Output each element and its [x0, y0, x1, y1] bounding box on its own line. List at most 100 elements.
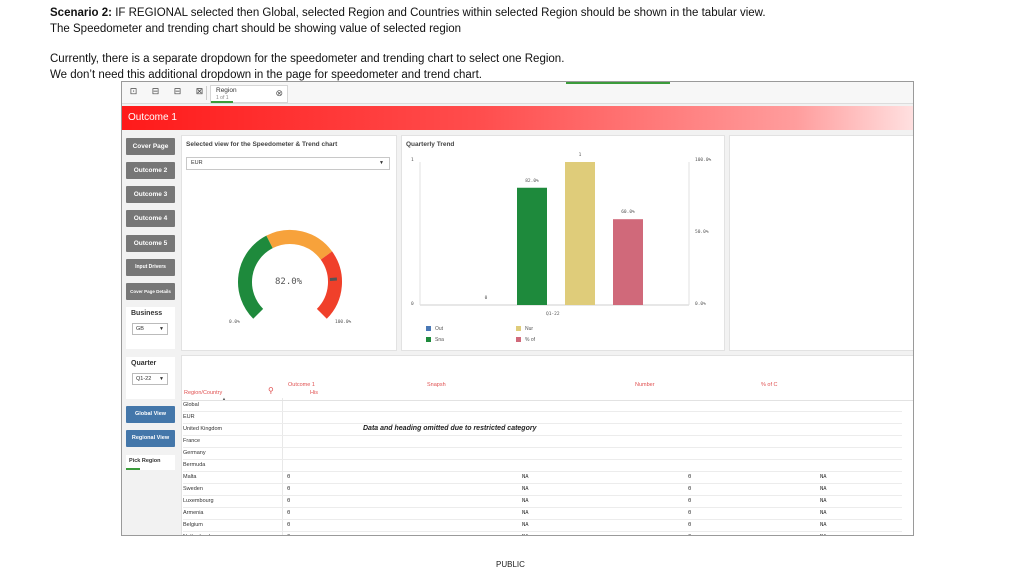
dashboard-screenshot: ⊡ ⊟ ⊟ ⊠ Region 1 of 1 ⊗ Outcome 1 Cover … [121, 81, 914, 536]
scenario-text: IF REGIONAL selected then Global, select… [112, 7, 766, 19]
selection-icon[interactable]: ⊡ [129, 87, 138, 97]
back-icon[interactable]: ⊟ [151, 87, 160, 97]
outcome3-button[interactable]: Outcome 3 [126, 186, 175, 203]
table-row[interactable]: Germany [183, 448, 902, 460]
outcome4-button[interactable]: Outcome 4 [126, 210, 175, 227]
row-region-name: Luxembourg [183, 498, 214, 504]
quarter-value: Q1-22 [136, 376, 152, 382]
business-value: GB [136, 326, 144, 332]
bar-nur[interactable] [565, 162, 595, 305]
legend-item-out[interactable]: Out [426, 326, 443, 332]
regional-view-button[interactable]: Regional View [126, 430, 175, 447]
close-icon[interactable]: ⊗ [275, 89, 283, 99]
quarter-dropdown[interactable]: Q1-22 ▼ [132, 373, 168, 385]
row-cell-v1: 0 [287, 522, 291, 528]
table-row[interactable]: Global [183, 400, 902, 412]
cover-page-details-button[interactable]: Cover Page Details [126, 283, 175, 300]
search-icon[interactable]: ⚲ [268, 386, 274, 395]
selection-toolbar: ⊡ ⊟ ⊟ ⊠ Region 1 of 1 ⊗ [122, 82, 913, 104]
quarterly-trend-panel: Quarterly Trend 1 0 100.0% 50.0% 0.0% Q1… [401, 135, 725, 351]
table-row[interactable]: Sweden 0 NA 0 NA [183, 484, 902, 496]
row-cell-v2: NA [522, 498, 529, 504]
view-region-dropdown[interactable]: EUR ▼ [186, 157, 390, 170]
row-region-name: EUR [183, 414, 195, 420]
global-view-button[interactable]: Global View [126, 406, 175, 423]
right-axis-top: 100.0% [695, 158, 712, 163]
table-row[interactable]: EUR [183, 412, 902, 424]
gauge-value: 82.0% [275, 277, 303, 287]
legend-item-nur[interactable]: Nur [516, 326, 533, 332]
chevron-down-icon: ▼ [159, 376, 164, 382]
region-country-table: Region/Country ⚲ ▲ Outcome 1 His Snapsh … [181, 355, 913, 535]
header-region-country[interactable]: Region/Country [184, 390, 223, 396]
quarter-filter: Quarter Q1-22 ▼ [126, 357, 175, 399]
quarterly-trend-chart [419, 162, 690, 306]
row-region-name: Germany [183, 450, 206, 456]
row-cell-v4: NA [820, 498, 827, 504]
row-cell-v2: NA [522, 486, 529, 492]
omitted-data-note: Data and heading omitted due to restrict… [363, 425, 537, 432]
outcome5-button[interactable]: Outcome 5 [126, 235, 175, 252]
region-selection-chip[interactable]: Region 1 of 1 ⊗ [210, 85, 288, 103]
row-cell-v3: 0 [688, 498, 692, 504]
pick-region-button[interactable]: Pick Region [126, 455, 175, 470]
legend-label: Out [435, 326, 444, 332]
table-row[interactable]: Netherlands 0 NA 0 NA [183, 532, 902, 535]
scenario-label: Scenario 2: [50, 7, 112, 19]
header-snapshot[interactable]: Snapsh [427, 382, 446, 388]
gauge-min-label: 0.0% [229, 320, 240, 325]
table-row[interactable]: Luxembourg 0 NA 0 NA [183, 496, 902, 508]
business-dropdown[interactable]: GB ▼ [132, 323, 168, 335]
right-axis-mid: 50.0% [695, 230, 709, 235]
right-axis-bottom: 0.0% [695, 302, 706, 307]
view-dropdown-value: EUR [191, 160, 203, 166]
row-cell-v1: 0 [287, 486, 291, 492]
row-cell-v3: 0 [688, 522, 692, 528]
row-region-name: France [183, 438, 201, 444]
forward-icon[interactable]: ⊟ [173, 87, 182, 97]
chip-subtitle: 1 of 1 [216, 95, 229, 101]
row-cell-v4: NA [820, 522, 827, 528]
cover-page-button[interactable]: Cover Page [126, 138, 175, 155]
gauge-max-label: 100.0% [335, 320, 352, 325]
header-pct[interactable]: % of C [761, 382, 778, 388]
header-outcome-sub: His [310, 390, 318, 396]
table-row[interactable]: France [183, 436, 902, 448]
table-row[interactable]: Malta 0 NA 0 NA [183, 472, 902, 484]
row-cell-v3: 0 [688, 510, 692, 516]
row-cell-v1: 0 [287, 534, 290, 535]
row-cell-v3: 0 [688, 534, 691, 535]
chip-title: Region [216, 87, 237, 94]
row-region-name: Bermuda [183, 462, 206, 468]
speedometer-panel: Selected view for the Speedometer & Tren… [181, 135, 397, 351]
empty-panel [729, 135, 913, 351]
bar-data-label: 1 [578, 153, 582, 158]
row-cell-v3: 0 [688, 474, 692, 480]
legend-item-pct[interactable]: % of [516, 337, 535, 343]
bar-data-label: 60.0% [621, 210, 635, 216]
outcome2-button[interactable]: Outcome 2 [126, 162, 175, 179]
legend-item-sna[interactable]: Sna [426, 337, 444, 343]
bar-of[interactable] [613, 219, 643, 305]
table-row[interactable]: Belgium 0 NA 0 NA [183, 520, 902, 532]
clear-icon[interactable]: ⊠ [195, 87, 204, 97]
bar-sna[interactable] [517, 187, 547, 305]
sheet-title: Outcome 1 [128, 112, 177, 123]
row-region-name: United Kingdom [183, 426, 223, 432]
bar-data-label: 82.0% [525, 178, 539, 184]
legend-label: % of [525, 337, 536, 343]
table-row[interactable]: Armenia 0 NA 0 NA [183, 508, 902, 520]
table-row[interactable]: United Kingdom [183, 424, 902, 436]
green-accent-line [566, 82, 670, 84]
input-drivers-button[interactable]: Input Drivers [126, 259, 175, 276]
left-axis-bottom: 0 [411, 302, 414, 307]
legend-label: Sna [435, 337, 444, 343]
gauge-segment-low [238, 235, 274, 319]
x-category-label: Q1-22 [546, 312, 560, 317]
quarter-label: Quarter [131, 360, 157, 367]
chevron-down-icon: ▼ [379, 160, 384, 166]
header-outcome[interactable]: Outcome 1 [288, 382, 315, 388]
row-region-name: Belgium [183, 522, 203, 528]
table-row[interactable]: Bermuda [183, 460, 902, 472]
header-number[interactable]: Number [635, 382, 655, 388]
